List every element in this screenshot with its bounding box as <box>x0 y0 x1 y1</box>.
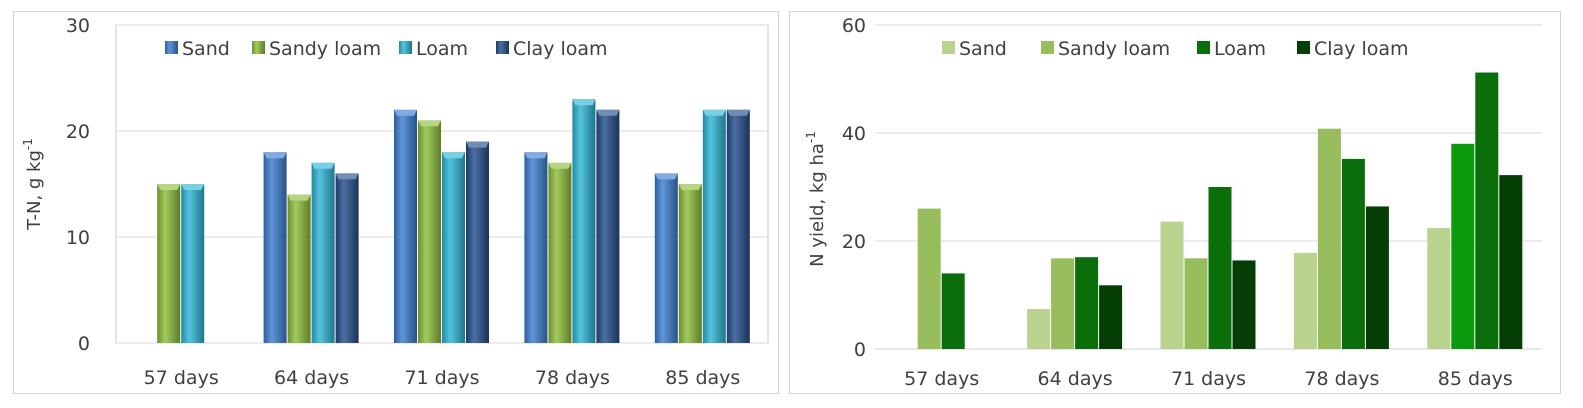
nyield-bar-loam-71-days <box>1208 187 1232 349</box>
tn-bar-cap-loam-57-days <box>181 184 205 190</box>
nyield-bar-sandy-loam-57-days <box>917 208 941 349</box>
tn-bar-sand-78-days <box>524 152 548 343</box>
tn-bar-cap-clay-loam-78-days <box>596 109 620 116</box>
tn-x-category-label: 78 days <box>535 367 610 389</box>
tn-bar-loam-64-days <box>311 162 335 343</box>
nyield-bar-clay-loam-71-days <box>1232 260 1256 349</box>
nyield-bar-loam-64-days <box>1075 257 1099 349</box>
tn-bar-cap-clay-loam-71-days <box>466 141 489 148</box>
tn-legend-swatch-sandy-loam <box>252 41 265 54</box>
tn-chart: 0 10 20 30 T-N, g kg-1 57 days 64 days 71 days 7… <box>21 15 769 389</box>
tn-bar-cap-sand-85-days <box>654 173 678 180</box>
nyield-bar-clay-loam-85-days <box>1499 175 1523 349</box>
nyield-x-category-label: 71 days <box>1171 368 1246 390</box>
tn-bar-clay-loam-64-days <box>335 173 359 343</box>
tn-bar-sandy-loam-57-days <box>157 184 181 343</box>
tn-y-tick-label: 20 <box>66 121 90 143</box>
tn-bar-cap-loam-85-days <box>702 109 726 116</box>
nyield-bar-sandy-loam-71-days <box>1184 258 1208 349</box>
tn-legend-label-sandy-loam: Sandy loam <box>269 38 381 60</box>
nyield-x-category-label: 64 days <box>1038 368 1113 390</box>
tn-bar-cap-sand-78-days <box>524 152 548 159</box>
tn-bar-cap-sandy-loam-71-days <box>418 120 441 127</box>
tn-bar-cap-sandy-loam-64-days <box>287 194 311 201</box>
nyield-y-tick-label: 20 <box>842 231 866 253</box>
nyield-bar-sand-64-days <box>1027 309 1051 349</box>
tn-legend-swatch-clay-loam <box>496 41 509 54</box>
nyield-y-tick-label: 40 <box>842 123 866 145</box>
tn-bar-loam-78-days <box>572 99 596 343</box>
tn-bar-sandy-loam-85-days <box>678 184 702 343</box>
tn-bar-sandy-loam-78-days <box>548 162 572 343</box>
tn-bar-clay-loam-78-days <box>596 109 620 343</box>
nyield-bar-loam-85-days <box>1475 72 1499 349</box>
nyield-y-axis-title-sup: -1 <box>804 131 818 143</box>
nyield-legend-label-clay-loam: Clay loam <box>1314 38 1409 60</box>
nyield-y-tick-label: 60 <box>842 15 866 37</box>
nyield-legend-swatch-loam <box>1197 41 1210 54</box>
nyield-y-axis-title: N yield, kg ha-1 <box>804 131 828 267</box>
tn-bar-cap-loam-64-days <box>311 162 335 169</box>
tn-bar-cap-sandy-loam-78-days <box>548 162 572 169</box>
nyield-x-category-label: 57 days <box>904 368 979 390</box>
n-yield-chart: 0 20 40 60 N yield, kg ha-1 57 days 64 days 71 … <box>804 15 1542 390</box>
nyield-y-tick-label: 0 <box>854 339 866 361</box>
tn-y-axis-title-sup: -1 <box>21 138 35 150</box>
nyield-legend-label-sand: Sand <box>959 38 1007 60</box>
nyield-bar-sandy-loam-64-days <box>1051 258 1075 349</box>
tn-bar-sand-64-days <box>263 152 287 343</box>
tn-bar-cap-clay-loam-64-days <box>335 173 359 180</box>
tn-bar-sandy-loam-64-days <box>287 194 311 343</box>
tn-legend-label-sand: Sand <box>182 38 230 60</box>
tn-legend-label-loam: Loam <box>416 38 468 60</box>
tn-y-axis-title-main: T-N, g kg <box>24 150 45 231</box>
tn-legend-swatch-sand <box>165 41 178 54</box>
tn-y-axis-title: T-N, g kg-1 <box>21 138 45 231</box>
nyield-bar-sand-85-days <box>1427 228 1451 349</box>
nyield-bar-sandy-loam-85-days <box>1451 143 1475 349</box>
tn-bar-clay-loam-85-days <box>726 109 750 343</box>
nyield-x-category-label: 85 days <box>1438 368 1513 390</box>
tn-bar-cap-loam-71-days <box>442 152 465 159</box>
nyield-x-category-label: 78 days <box>1304 368 1379 390</box>
tn-x-category-label: 64 days <box>274 367 349 389</box>
nyield-y-axis-title-main: N yield, kg ha <box>807 143 828 267</box>
tn-bar-cap-sand-64-days <box>263 152 287 159</box>
nyield-bar-sandy-loam-78-days <box>1317 128 1341 349</box>
tn-bar-cap-clay-loam-85-days <box>726 109 750 116</box>
n-yield-chart-panel: 0 20 40 60 N yield, kg ha-1 57 days 64 days 71 … <box>789 11 1561 394</box>
tn-bar-cap-sandy-loam-85-days <box>678 184 702 190</box>
tn-chart-panel: 0 10 20 30 T-N, g kg-1 57 days 64 days 71 days 7… <box>13 11 779 394</box>
tn-bar-sandy-loam-71-days <box>418 120 441 344</box>
tn-y-tick-label: 0 <box>78 333 90 355</box>
nyield-legend-label-loam: Loam <box>1214 38 1266 60</box>
tn-x-category-label: 57 days <box>144 367 219 389</box>
tn-y-tick-label: 10 <box>66 227 90 249</box>
tn-x-category-label: 71 days <box>404 367 479 389</box>
tn-bar-sand-85-days <box>654 173 678 343</box>
tn-bar-loam-57-days <box>181 184 205 343</box>
nyield-bar-loam-78-days <box>1341 158 1365 349</box>
nyield-legend-label-sandy-loam: Sandy loam <box>1058 38 1170 60</box>
nyield-bar-sand-78-days <box>1293 252 1317 349</box>
tn-bar-clay-loam-71-days <box>466 141 489 343</box>
nyield-legend-swatch-clay-loam <box>1297 41 1310 54</box>
nyield-bar-loam-57-days <box>941 273 965 349</box>
tn-y-tick-label: 30 <box>66 15 90 37</box>
nyield-legend-swatch-sand <box>942 41 955 54</box>
tn-bar-sand-71-days <box>394 109 417 343</box>
nyield-bar-sand-71-days <box>1160 221 1184 349</box>
tn-bar-loam-85-days <box>702 109 726 343</box>
tn-x-category-label: 85 days <box>665 367 740 389</box>
tn-bar-cap-loam-78-days <box>572 99 596 106</box>
nyield-bar-clay-loam-64-days <box>1099 285 1123 349</box>
tn-bar-cap-sandy-loam-57-days <box>157 184 181 190</box>
nyield-legend-swatch-sandy-loam <box>1041 41 1054 54</box>
tn-bar-loam-71-days <box>442 152 465 343</box>
tn-legend-swatch-loam <box>399 41 412 54</box>
tn-bar-cap-sand-71-days <box>394 109 417 116</box>
nyield-bar-clay-loam-78-days <box>1365 206 1389 349</box>
tn-legend-label-clay-loam: Clay loam <box>513 38 608 60</box>
